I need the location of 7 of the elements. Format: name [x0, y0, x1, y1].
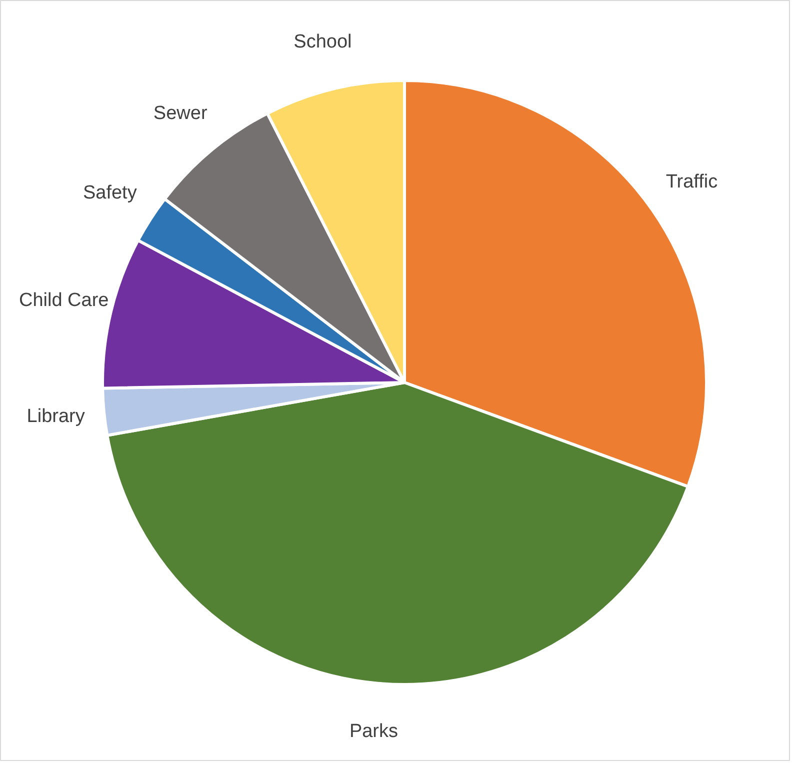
slice-label: School	[294, 31, 352, 52]
slice-label: Child Care	[18, 290, 109, 312]
slice-label: Library	[26, 406, 86, 428]
slice-label: Parks	[349, 720, 398, 742]
slice-label: Sewer	[153, 102, 208, 124]
slice-label: Traffic	[666, 171, 718, 192]
slice-label: Safety	[82, 182, 138, 204]
